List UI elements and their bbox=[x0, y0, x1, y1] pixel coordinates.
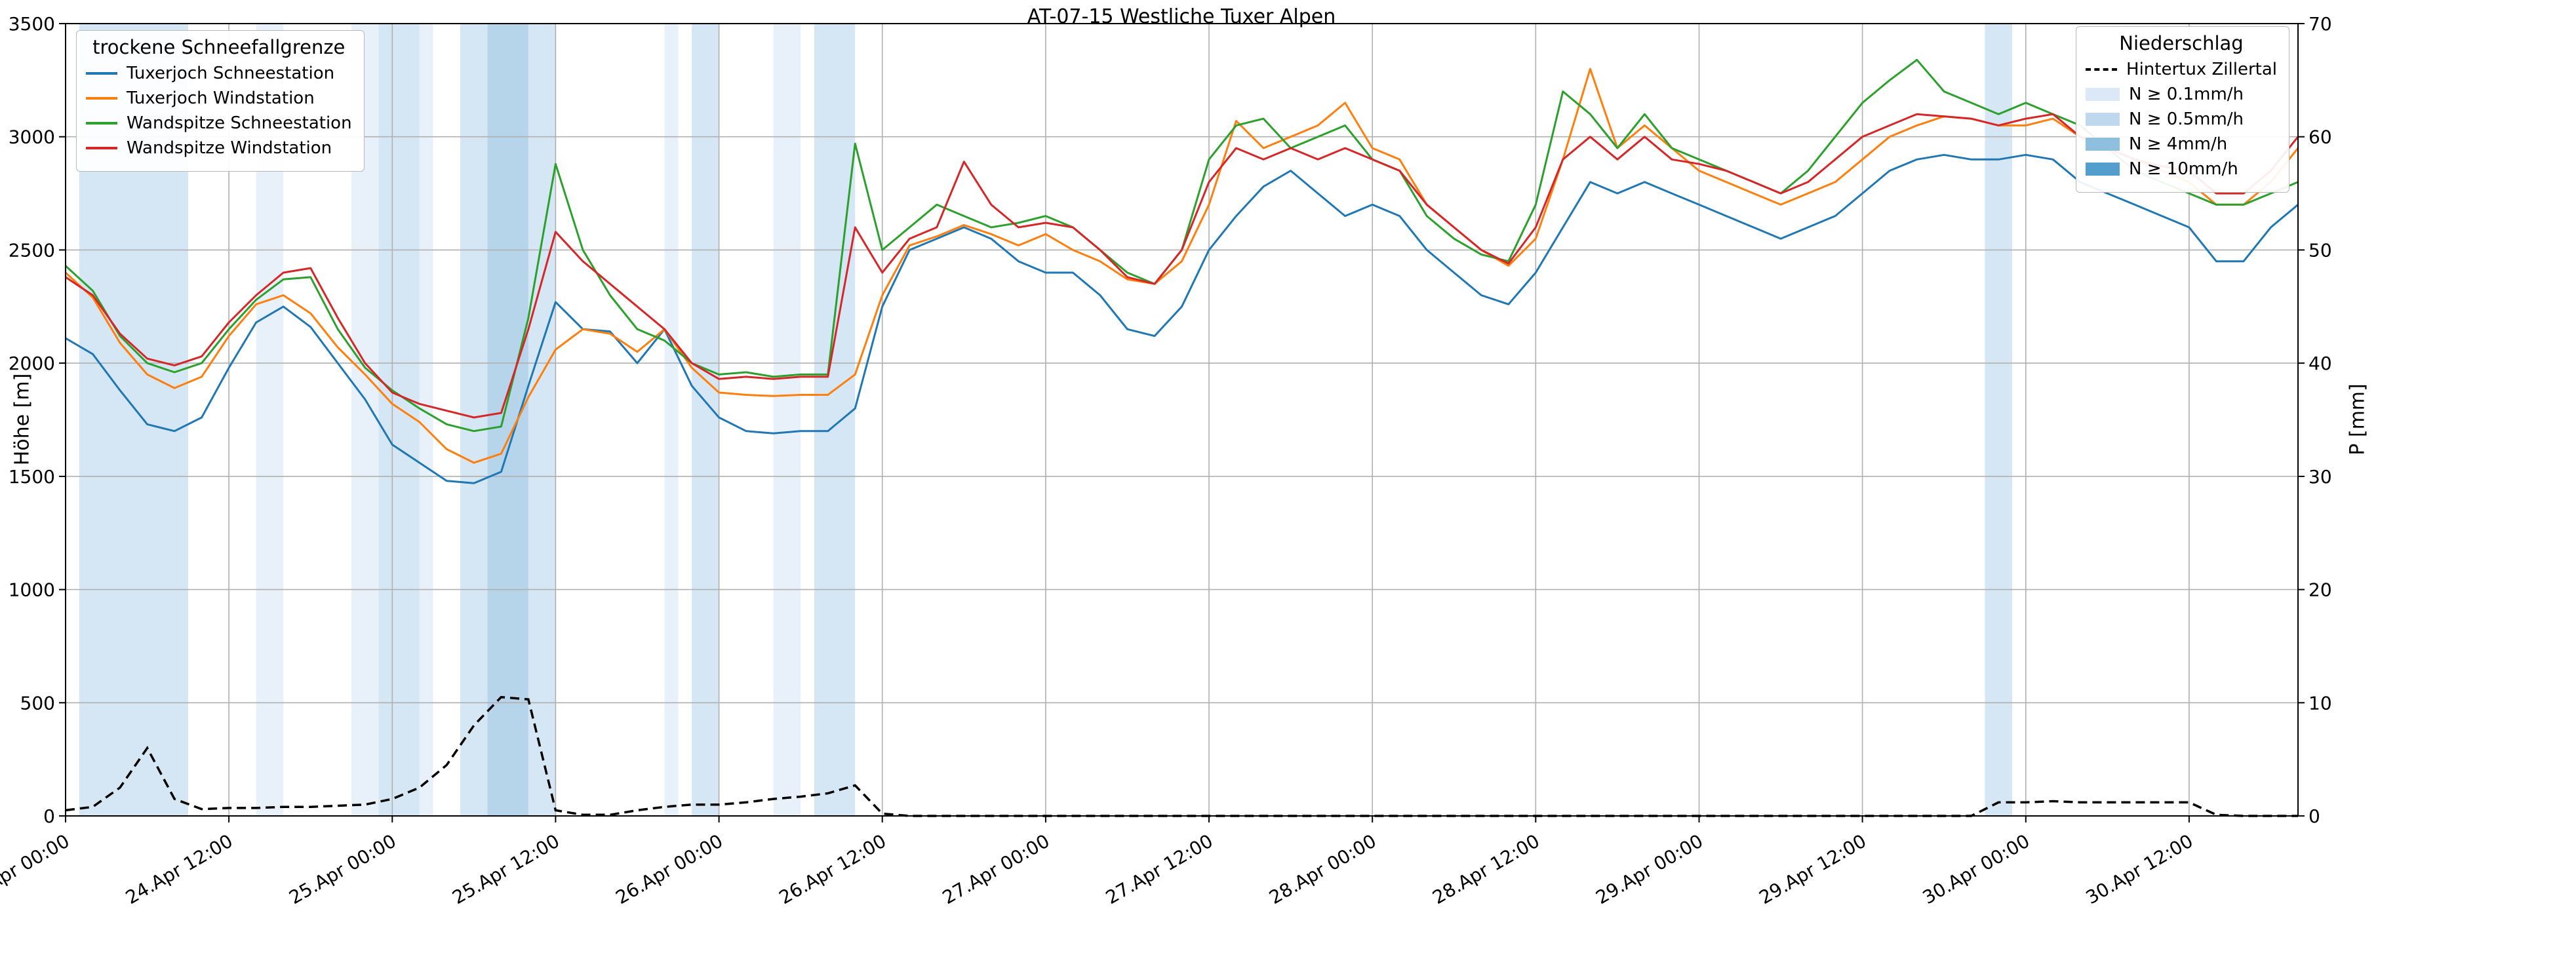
svg-text:28.Apr 12:00: 28.Apr 12:00 bbox=[1429, 830, 1543, 908]
legend-item: Hintertux Zillertal bbox=[2086, 60, 2277, 79]
legend-precip-title: Niederschlag bbox=[2119, 32, 2244, 54]
legend-item: Tuxerjoch Windstation bbox=[86, 88, 352, 108]
svg-text:50: 50 bbox=[2308, 239, 2332, 261]
legend-item-label: Tuxerjoch Windstation bbox=[127, 88, 315, 108]
svg-text:25.Apr 12:00: 25.Apr 12:00 bbox=[448, 830, 563, 908]
precip-band bbox=[1985, 24, 2012, 816]
legend-item: Wandspitze Schneestation bbox=[86, 113, 352, 133]
chart-title: AT-07-15 Westliche Tuxer Alpen bbox=[1027, 5, 1336, 28]
precip-band bbox=[487, 24, 528, 816]
legend-item: N ≥ 0.1mm/h bbox=[2086, 85, 2277, 104]
svg-text:1000: 1000 bbox=[9, 579, 55, 601]
svg-text:30.Apr 00:00: 30.Apr 00:00 bbox=[1919, 830, 2034, 908]
series-line-1 bbox=[64, 68, 2299, 464]
svg-text:26.Apr 12:00: 26.Apr 12:00 bbox=[776, 830, 890, 908]
band-swatch-level2 bbox=[2086, 113, 2120, 126]
band-swatch-level3 bbox=[2086, 138, 2120, 151]
series-line-3 bbox=[65, 113, 2299, 419]
legend-precip: Niederschlag Hintertux Zillertal N ≥ 0.1… bbox=[2076, 26, 2289, 193]
svg-text:30: 30 bbox=[2308, 466, 2332, 488]
precip-band bbox=[460, 24, 488, 816]
precip-band bbox=[773, 24, 801, 816]
legend-item-label: N ≥ 4mm/h bbox=[2129, 134, 2228, 154]
svg-text:29.Apr 12:00: 29.Apr 12:00 bbox=[1755, 830, 1870, 908]
legend-item-label: Wandspitze Windstation bbox=[127, 138, 332, 158]
svg-text:29.Apr 00:00: 29.Apr 00:00 bbox=[1592, 830, 1707, 908]
precip-band bbox=[692, 24, 719, 816]
precip-band bbox=[664, 24, 679, 816]
svg-text:20: 20 bbox=[2308, 579, 2332, 601]
svg-text:25.Apr 00:00: 25.Apr 00:00 bbox=[285, 830, 400, 908]
y-axis-label-left: Höhe [m] bbox=[10, 373, 34, 466]
legend-item: N ≥ 0.5mm/h bbox=[2086, 109, 2277, 129]
legend-item-label: N ≥ 0.1mm/h bbox=[2129, 85, 2244, 104]
precip-band bbox=[378, 24, 420, 816]
axis-ticks bbox=[59, 23, 2305, 822]
plot-frame bbox=[65, 23, 2299, 817]
precip-band bbox=[419, 24, 433, 816]
svg-text:0: 0 bbox=[43, 805, 55, 827]
svg-text:26.Apr 00:00: 26.Apr 00:00 bbox=[612, 830, 726, 908]
band-swatch-level4 bbox=[2086, 163, 2120, 176]
line-swatch-red bbox=[86, 147, 117, 149]
precip-band bbox=[528, 24, 556, 816]
svg-text:40: 40 bbox=[2308, 353, 2332, 374]
svg-text:500: 500 bbox=[20, 692, 55, 714]
legend-item-label: Wandspitze Schneestation bbox=[127, 113, 352, 133]
line-swatch-blue bbox=[86, 72, 117, 75]
legend-item-label: N ≥ 10mm/h bbox=[2129, 159, 2238, 179]
series-line-0 bbox=[65, 153, 2299, 484]
svg-text:3000: 3000 bbox=[9, 126, 55, 148]
legend-item-label: Hintertux Zillertal bbox=[2126, 60, 2277, 79]
svg-text:1500: 1500 bbox=[9, 466, 55, 488]
y-axis-label-right: P [mm] bbox=[2346, 383, 2369, 455]
legend-item: Wandspitze Windstation bbox=[86, 138, 352, 158]
svg-text:10: 10 bbox=[2308, 692, 2332, 714]
dashed-line-swatch bbox=[2086, 68, 2118, 71]
line-swatch-green bbox=[86, 122, 117, 125]
svg-text:0: 0 bbox=[2308, 805, 2320, 827]
legend-snowline-title: trockene Schneefallgrenze bbox=[92, 36, 346, 58]
svg-text:70: 70 bbox=[2308, 13, 2332, 35]
svg-text:27.Apr 00:00: 27.Apr 00:00 bbox=[939, 830, 1054, 908]
svg-text:2500: 2500 bbox=[9, 239, 55, 261]
svg-text:2000: 2000 bbox=[9, 353, 55, 374]
svg-text:24.Apr 00:00: 24.Apr 00:00 bbox=[0, 830, 73, 908]
svg-text:27.Apr 12:00: 27.Apr 12:00 bbox=[1102, 830, 1217, 908]
legend-snowline: trockene Schneefallgrenze Tuxerjoch Schn… bbox=[76, 30, 365, 172]
line-swatch-orange bbox=[86, 97, 117, 100]
legend-item-label: N ≥ 0.5mm/h bbox=[2129, 109, 2244, 129]
svg-text:28.Apr 00:00: 28.Apr 00:00 bbox=[1265, 830, 1380, 908]
svg-text:24.Apr 12:00: 24.Apr 12:00 bbox=[122, 830, 237, 908]
band-swatch-level1 bbox=[2086, 88, 2120, 101]
svg-text:60: 60 bbox=[2308, 126, 2332, 148]
precip-band bbox=[814, 24, 856, 816]
svg-text:30.Apr 12:00: 30.Apr 12:00 bbox=[2082, 830, 2197, 908]
legend-item: N ≥ 4mm/h bbox=[2086, 134, 2277, 154]
legend-item-label: Tuxerjoch Schneestation bbox=[127, 64, 335, 83]
svg-text:3500: 3500 bbox=[9, 13, 55, 35]
legend-item: N ≥ 10mm/h bbox=[2086, 159, 2277, 179]
legend-item: Tuxerjoch Schneestation bbox=[86, 64, 352, 83]
